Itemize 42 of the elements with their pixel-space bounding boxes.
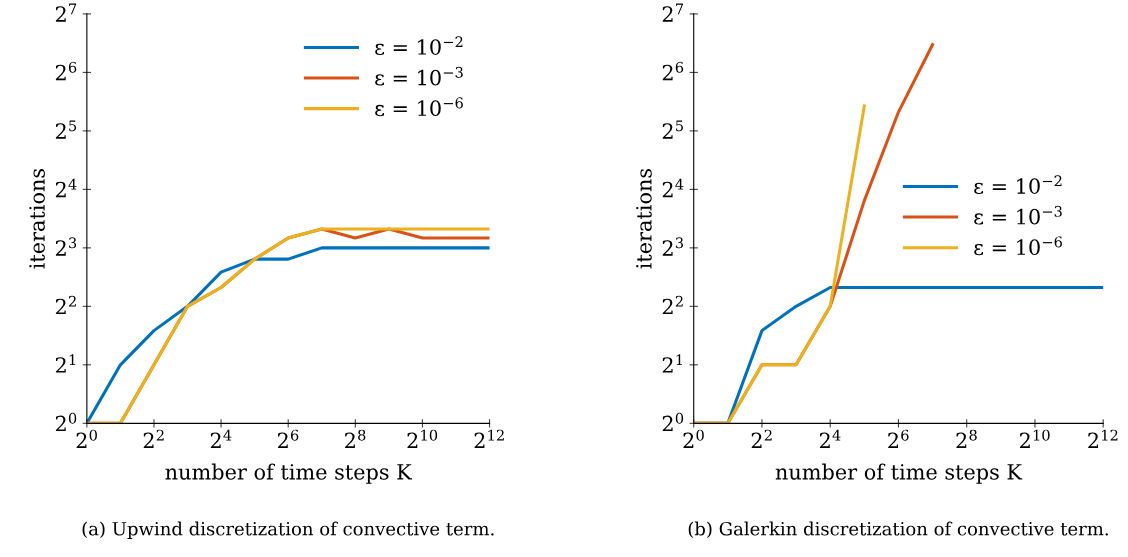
y-tick-label: 2$^{6}$ bbox=[55, 61, 77, 81]
y-tick-label: 2$^{2}$ bbox=[662, 295, 683, 315]
text: (b) Galerkin discretization of convective term. bbox=[688, 521, 1108, 539]
legend-label: ε = 10$^{−3}$ bbox=[974, 205, 1062, 225]
x-tick-label: 2$^{2}$ bbox=[751, 429, 772, 449]
y-tick-label: 2$^{1}$ bbox=[662, 354, 683, 373]
x-tick-label: 2$^{0}$ bbox=[683, 429, 704, 449]
x-tick-label: 2$^{8}$ bbox=[345, 429, 366, 449]
y-tick-label: 2$^{1}$ bbox=[55, 354, 76, 373]
y-tick-label: 2$^{0}$ bbox=[55, 412, 77, 432]
x-tick-label: 2$^{8}$ bbox=[956, 429, 977, 449]
x-tick-label: 2$^{12}$ bbox=[474, 429, 504, 449]
y-tick-label: 2$^{0}$ bbox=[662, 412, 684, 432]
y-tick-label: 2$^{5}$ bbox=[55, 120, 77, 139]
x-tick-label: 2$^{10}$ bbox=[407, 429, 438, 449]
x-tick-label: 2$^{12}$ bbox=[1088, 429, 1118, 449]
y-tick-label: 2$^{3}$ bbox=[55, 237, 77, 256]
x-tick-label: 2$^{6}$ bbox=[888, 429, 909, 449]
y-axis-title: iterations bbox=[29, 168, 45, 269]
y-tick-label: 2$^{2}$ bbox=[55, 295, 76, 315]
legend-label: ε = 10$^{−2}$ bbox=[375, 36, 463, 55]
x-tick-label: 2$^{4}$ bbox=[819, 429, 841, 449]
y-axis-title: iterations bbox=[636, 168, 652, 269]
x-tick-label: 2$^{0}$ bbox=[76, 429, 97, 449]
x-axis-title: number of time steps K bbox=[165, 463, 413, 484]
y-tick-label: 2$^{3}$ bbox=[662, 237, 683, 256]
y-tick-label: 2$^{6}$ bbox=[662, 61, 684, 81]
text: (a) Upwind discretization of convective term. bbox=[82, 521, 494, 540]
x-tick-label: 2$^{10}$ bbox=[1020, 429, 1050, 449]
x-axis-title: number of time steps K bbox=[775, 463, 1023, 484]
legend-label: ε = 10$^{−3}$ bbox=[375, 66, 463, 86]
y-tick-label: 2$^{4}$ bbox=[55, 178, 77, 198]
y-tick-label: 2$^{4}$ bbox=[662, 178, 684, 198]
legend-label: ε = 10$^{−6}$ bbox=[375, 97, 463, 117]
y-tick-label: 2$^{7}$ bbox=[55, 3, 77, 22]
y-tick-label: 2$^{7}$ bbox=[662, 3, 684, 22]
x-tick-label: 2$^{6}$ bbox=[277, 429, 299, 449]
legend-label: ε = 10$^{−6}$ bbox=[974, 236, 1062, 256]
x-tick-label: 2$^{2}$ bbox=[143, 429, 164, 449]
legend-label: ε = 10$^{−2}$ bbox=[974, 175, 1062, 195]
x-tick-label: 2$^{4}$ bbox=[210, 429, 232, 449]
y-tick-label: 2$^{5}$ bbox=[662, 120, 683, 139]
